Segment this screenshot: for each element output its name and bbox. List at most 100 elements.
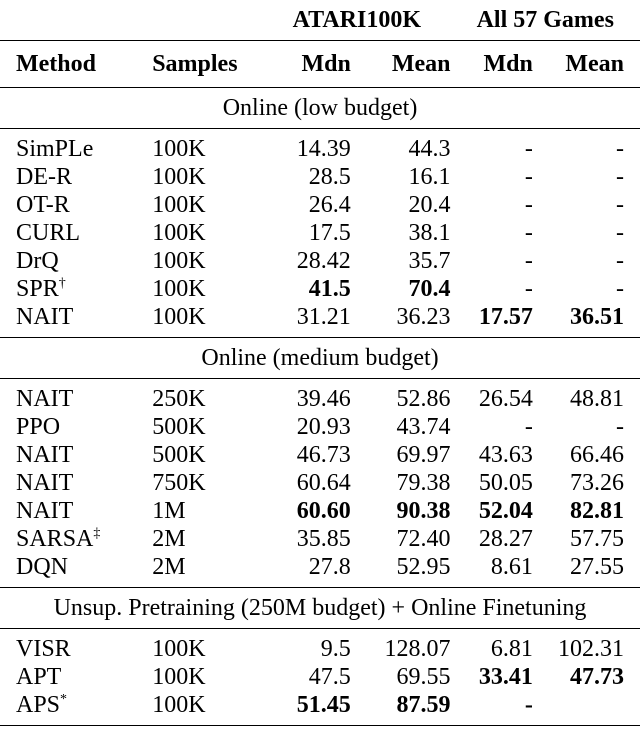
method-name: NAIT xyxy=(16,386,74,412)
section-spacer xyxy=(0,719,640,726)
table-row: SimPLe 100K 14.39 44.3 - - xyxy=(0,135,640,163)
results-table: ATARI100K All 57 Games Method Samples Md… xyxy=(0,0,640,726)
atari-mdn-cell: 60.64 xyxy=(296,470,351,496)
samples-cell: 500K xyxy=(152,442,206,468)
all-mdn-cell: 8.61 xyxy=(490,554,533,580)
table-row: CURL 100K 17.5 38.1 - - xyxy=(0,219,640,247)
all-mean-cell: - xyxy=(616,136,624,162)
all-mdn-cell: 52.04 xyxy=(478,498,533,524)
all-mdn-cell: - xyxy=(524,276,533,302)
method-cell: DrQ xyxy=(0,247,128,275)
table-row: NAIT 750K 60.64 79.38 50.05 73.26 xyxy=(0,469,640,497)
samples-cell: 100K xyxy=(152,192,206,218)
table-row: NAIT 500K 46.73 69.97 43.63 66.46 xyxy=(0,441,640,469)
samples-cell: 500K xyxy=(152,414,206,440)
table-row: VISR 100K 9.5 128.07 6.81 102.31 xyxy=(0,635,640,663)
atari-mean-cell: 70.4 xyxy=(408,276,451,302)
atari-mdn-cell: 46.73 xyxy=(296,442,351,468)
method-cell: CURL xyxy=(0,219,128,247)
atari-mean-cell: 87.59 xyxy=(396,692,451,718)
method-name: OT-R xyxy=(16,192,70,218)
all-mdn-cell: 43.63 xyxy=(478,442,533,468)
empty-header-cell xyxy=(128,0,263,41)
method-cell: APS* xyxy=(0,691,128,719)
section-header-row: Unsup. Pretraining (250M budget) + Onlin… xyxy=(0,587,640,629)
method-name: NAIT xyxy=(16,470,74,496)
method-cell: SimPLe xyxy=(0,135,128,163)
atari-mdn-cell: 39.46 xyxy=(296,386,351,412)
atari-mdn-cell: 20.93 xyxy=(296,414,351,440)
atari-mean-cell: 79.38 xyxy=(396,470,451,496)
all-mean-cell: 82.81 xyxy=(570,498,624,524)
all-mean-cell xyxy=(533,691,640,719)
column-header-row: Method Samples Mdn Mean Mdn Mean xyxy=(0,40,640,88)
atari-mean-cell: 16.1 xyxy=(408,164,451,190)
section-title: Online (low budget) xyxy=(0,87,640,129)
all-mdn-cell: 26.54 xyxy=(478,386,533,412)
all-mdn-cell: 6.81 xyxy=(490,636,533,662)
method-cell: PPO xyxy=(0,413,128,441)
atari-mdn-cell: 28.5 xyxy=(308,164,351,190)
section-title: Online (medium budget) xyxy=(0,337,640,379)
method-name: NAIT xyxy=(16,304,74,330)
all-mean-cell: 57.75 xyxy=(570,526,624,552)
column-group-header-row: ATARI100K All 57 Games xyxy=(0,0,640,41)
results-table-body: Online (low budget) SimPLe 100K 14.39 44.3- -… xyxy=(0,87,640,726)
method-cell: OT-R xyxy=(0,191,128,219)
method-column-header: Method xyxy=(0,40,129,88)
all-mean-cell: 102.31 xyxy=(558,636,624,662)
all-mdn-cell: 33.41 xyxy=(478,664,533,690)
all-mean-cell: 27.55 xyxy=(570,554,624,580)
method-footnote-mark: * xyxy=(60,692,68,707)
method-name: CURL xyxy=(16,220,81,246)
atari-mdn-cell: 31.21 xyxy=(296,304,351,330)
table-row: DrQ 100K 28.42 35.7 - - xyxy=(0,247,640,275)
method-name: NAIT xyxy=(16,498,74,524)
method-cell: NAIT xyxy=(0,497,128,525)
method-name: DE-R xyxy=(16,164,72,190)
empty-header-cell xyxy=(0,0,128,41)
method-cell: DQN xyxy=(0,553,128,581)
table-row: APT 100K 47.5 69.55 33.41 47.73 xyxy=(0,663,640,691)
atari-mean-cell: 43.74 xyxy=(396,414,451,440)
all-mean-cell: - xyxy=(616,220,624,246)
all-mdn-cell: - xyxy=(524,192,533,218)
method-name: DrQ xyxy=(16,248,59,274)
all-mdn-cell: - xyxy=(524,414,533,440)
all-mdn-cell: - xyxy=(524,692,533,718)
atari-mean-cell: 36.23 xyxy=(396,304,451,330)
samples-cell: 100K xyxy=(152,248,206,274)
samples-cell: 100K xyxy=(152,276,206,302)
atari-mean-cell: 38.1 xyxy=(408,220,451,246)
method-cell: SPR† xyxy=(0,275,128,303)
table-row: NAIT 250K 39.46 52.86 26.54 48.81 xyxy=(0,385,640,413)
table-row: APS* 100K 51.45 87.59 - xyxy=(0,691,640,719)
all-mdn-column-header: Mdn xyxy=(450,40,533,88)
all-mean-cell: 48.81 xyxy=(570,386,624,412)
method-cell: DE-R xyxy=(0,163,128,191)
atari-mean-cell: 72.40 xyxy=(396,526,451,552)
samples-cell: 1M xyxy=(152,498,186,524)
atari-mdn-cell: 47.5 xyxy=(308,664,351,690)
section-title: Unsup. Pretraining (250M budget) + Onlin… xyxy=(0,587,640,629)
spacer-cell xyxy=(0,719,640,726)
all-mean-cell: 73.26 xyxy=(570,470,624,496)
method-name: PPO xyxy=(16,414,61,440)
table-row: SARSA‡ 2M 35.85 72.40 28.27 57.75 xyxy=(0,525,640,553)
method-cell: NAIT xyxy=(0,385,128,413)
atari-mdn-column-header: Mdn xyxy=(263,40,351,88)
all-mean-cell: 47.73 xyxy=(570,664,624,690)
atari-mdn-cell: 27.8 xyxy=(308,554,351,580)
samples-cell: 100K xyxy=(152,220,206,246)
all-57-games-group-header: All 57 Games xyxy=(476,7,614,33)
method-name: VISR xyxy=(16,636,71,662)
method-name: SARSA xyxy=(16,526,94,552)
method-name: SPR xyxy=(16,276,59,302)
method-cell: NAIT xyxy=(0,303,128,331)
atari-mean-cell: 128.07 xyxy=(384,636,451,662)
method-cell: SARSA‡ xyxy=(0,525,128,553)
all-mean-cell: - xyxy=(616,192,624,218)
all-mean-cell: - xyxy=(616,276,624,302)
samples-cell: 100K xyxy=(152,636,206,662)
atari-mdn-cell: 60.60 xyxy=(296,498,351,524)
